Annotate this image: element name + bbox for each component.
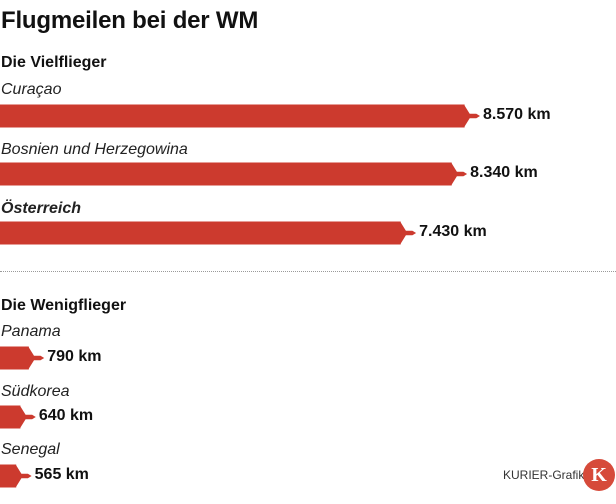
bar xyxy=(0,221,401,245)
category-label: Panama xyxy=(1,323,61,340)
value-label: 640 km xyxy=(38,407,94,424)
value-label: 8.570 km xyxy=(483,106,551,123)
category-label: Südkorea xyxy=(1,383,70,400)
airplane-icon xyxy=(439,162,468,186)
bar xyxy=(0,162,452,186)
airplane-icon xyxy=(7,405,36,429)
airplane-icon xyxy=(388,221,417,245)
category-label: Senegal xyxy=(1,441,60,458)
kurier-logo: K xyxy=(583,459,615,491)
category-label: Bosnien und Herzegowina xyxy=(1,141,188,158)
airplane-icon xyxy=(452,104,480,128)
airplane-icon xyxy=(16,346,45,370)
value-label: 7.430 km xyxy=(419,223,487,240)
value-label: 565 km xyxy=(34,466,89,483)
airplane-icon xyxy=(3,464,32,488)
category-label-highlight: Österreich xyxy=(1,200,82,217)
value-label: 790 km xyxy=(47,348,102,365)
category-label: Curaçao xyxy=(1,81,62,98)
section-divider xyxy=(0,271,616,272)
credit-text: KURIER-Grafik xyxy=(503,468,585,482)
bar xyxy=(0,346,29,370)
chart-title: Flugmeilen bei der WM xyxy=(1,7,259,34)
group-title-wenigflieger: Die Wenigflieger xyxy=(1,297,127,314)
group-title-vielflieger: Die Vielflieger xyxy=(1,54,107,71)
value-label: 8.340 km xyxy=(470,164,538,181)
bar xyxy=(0,104,465,128)
